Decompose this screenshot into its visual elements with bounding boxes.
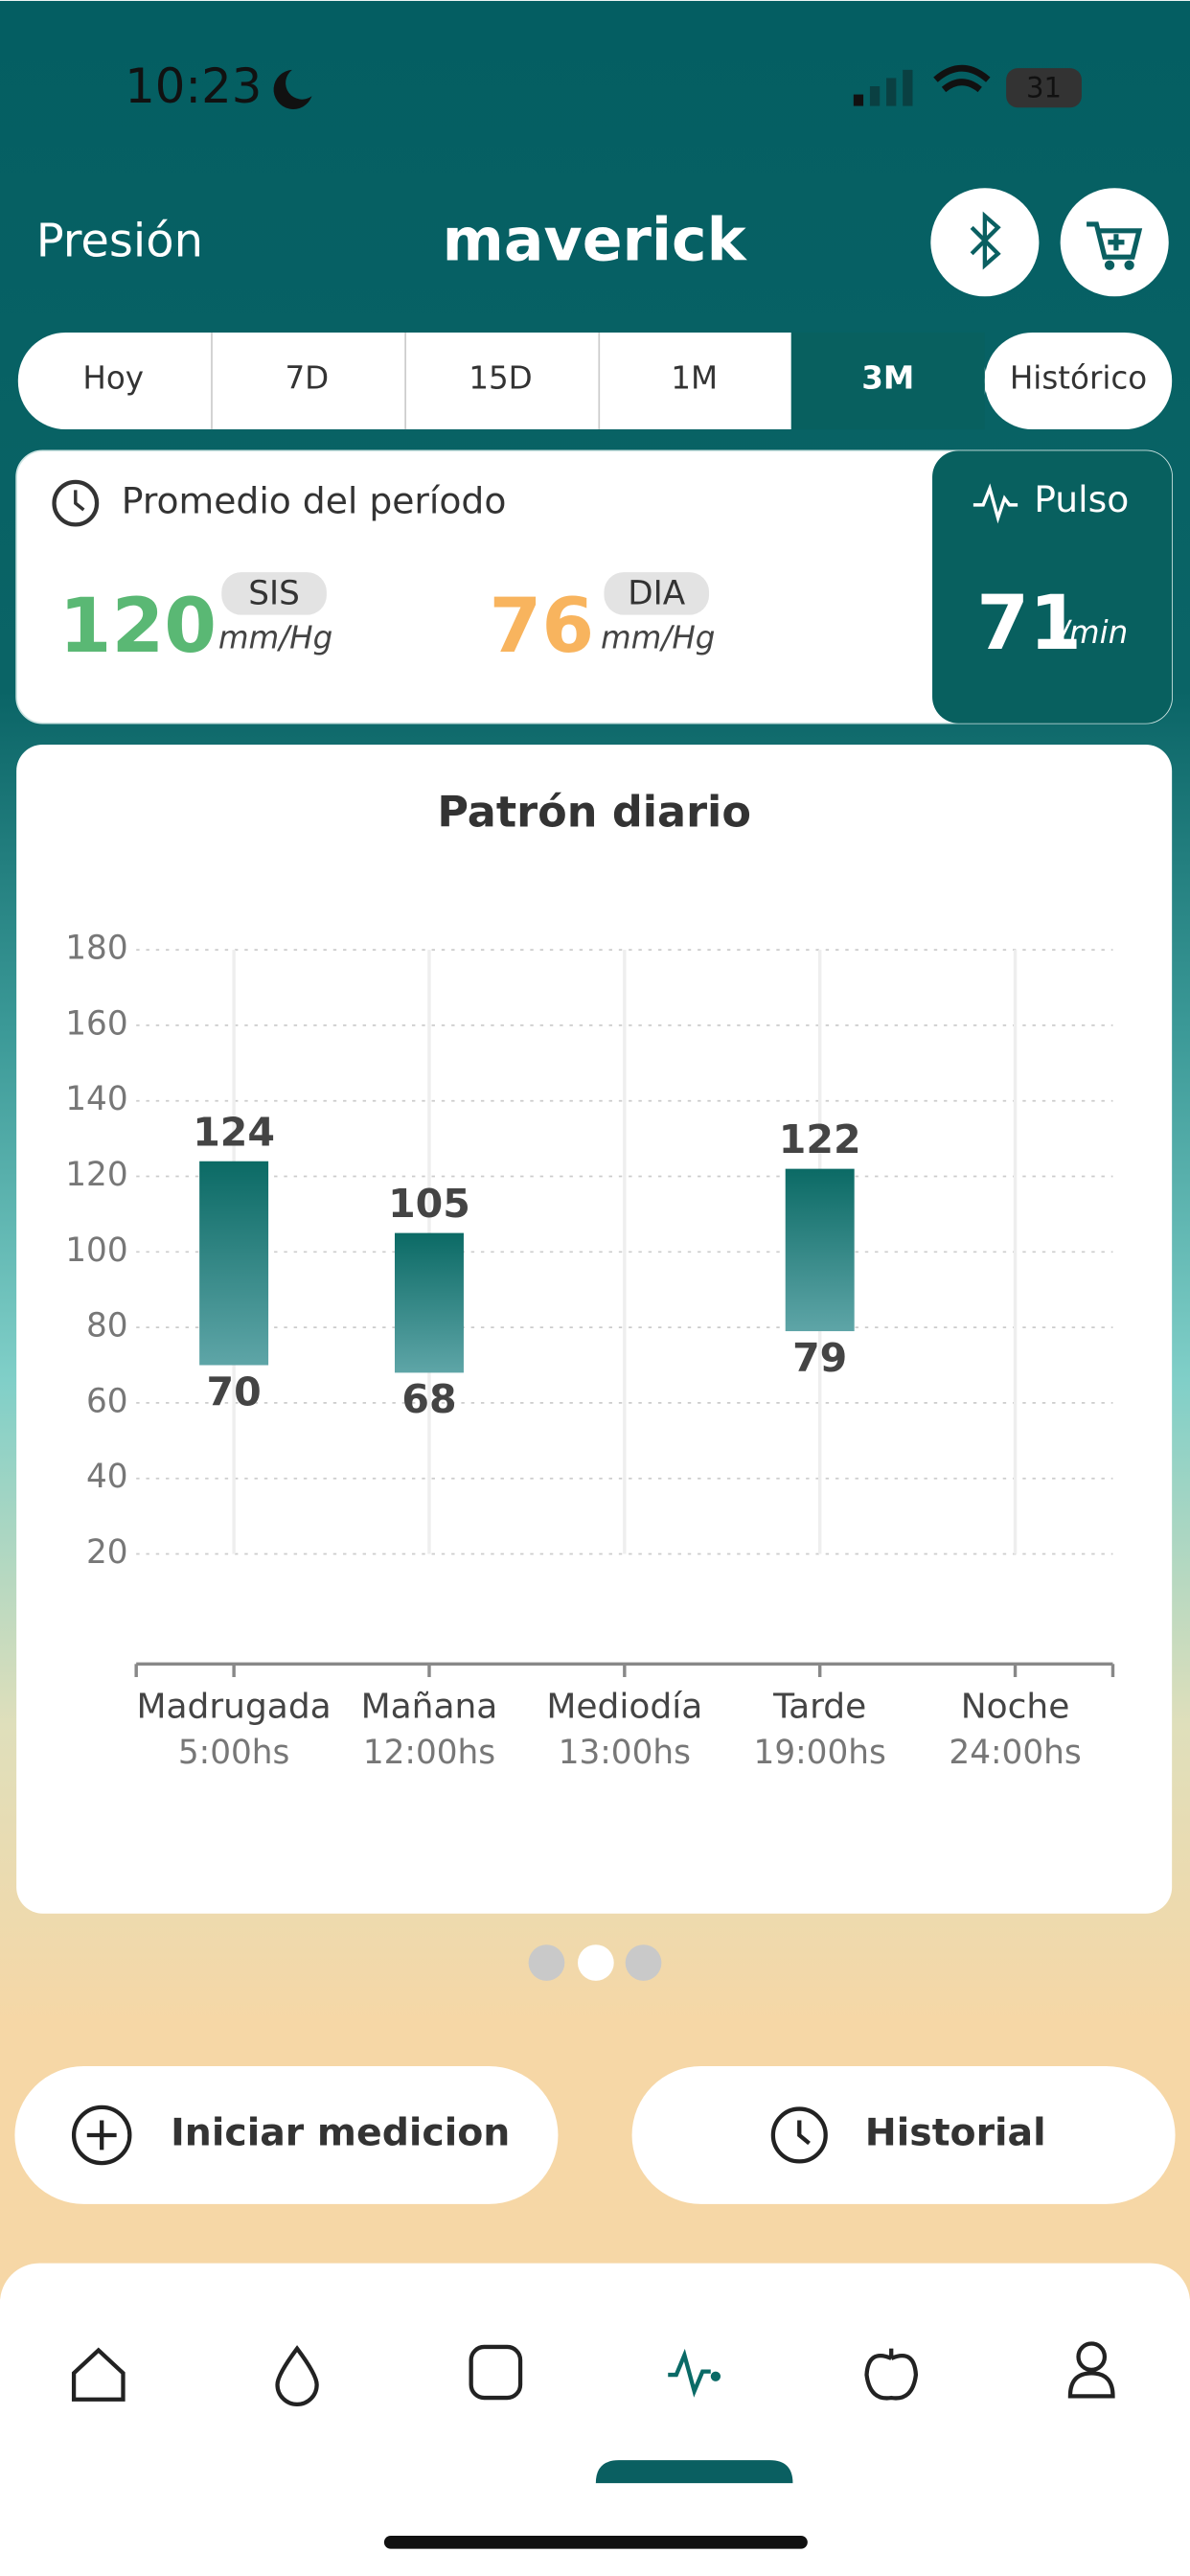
home-indicator	[383, 2535, 808, 2549]
pulse-icon	[973, 483, 1018, 524]
signal-icon	[853, 69, 913, 106]
cart-wheel	[1124, 260, 1134, 270]
page-dot[interactable]	[528, 1944, 565, 1981]
x-tick-sublabel: 19:00hs	[754, 1734, 886, 1772]
moon-icon	[273, 69, 312, 109]
clock-icon	[52, 479, 100, 527]
cart-wheel	[1104, 260, 1115, 270]
nav-drop[interactable]	[275, 2345, 319, 2407]
y-tick-label: 160	[65, 1004, 127, 1043]
cart-icon	[1087, 221, 1143, 260]
tab-label[interactable]: 15D	[469, 360, 532, 397]
nav-home[interactable]	[71, 2347, 126, 2402]
nav-indicator	[595, 2460, 793, 2484]
tab-label[interactable]: Histórico	[1010, 360, 1147, 397]
status-time: 10:23	[125, 58, 262, 114]
wifi-icon	[933, 64, 991, 93]
diastolic-value: 76	[490, 582, 595, 670]
nav-food[interactable]	[864, 2348, 919, 2401]
x-tick-label: Tarde	[772, 1688, 866, 1727]
y-tick-label: 60	[86, 1382, 128, 1420]
bar-high-label: 124	[193, 1109, 275, 1155]
x-tick-label: Madrugada	[136, 1688, 331, 1727]
bar-low-label: 68	[401, 1376, 456, 1422]
tab-label[interactable]: Hoy	[82, 360, 144, 397]
bar	[785, 1168, 855, 1332]
y-tick-label: 120	[65, 1156, 127, 1194]
plus-sign	[86, 2120, 117, 2150]
nav-profile[interactable]	[1067, 2341, 1115, 2399]
pulse-card	[932, 450, 1173, 724]
page-dot-active[interactable]	[578, 1944, 614, 1981]
x-tick-label: Mañana	[361, 1688, 498, 1727]
page-dot[interactable]	[625, 1944, 662, 1981]
chart-title: Patrón diario	[437, 788, 751, 838]
tab-active-bg	[790, 332, 985, 430]
history-hands	[797, 2120, 811, 2146]
systolic-unit: mm/Hg	[218, 619, 332, 656]
x-tick-sublabel: 12:00hs	[363, 1734, 495, 1772]
y-tick-label: 100	[65, 1231, 127, 1270]
y-tick-label: 80	[86, 1307, 128, 1346]
plus-icon	[71, 2104, 132, 2166]
tab-last-bg	[984, 332, 1173, 430]
bar	[395, 1232, 464, 1373]
bar-high-label: 122	[779, 1116, 861, 1162]
nav-scale[interactable]	[469, 2344, 523, 2401]
y-tick-label: 180	[65, 930, 127, 968]
bluetooth-icon	[970, 211, 1001, 270]
page-title: Presión	[36, 214, 203, 267]
chart-card	[16, 744, 1173, 1914]
sis-badge	[221, 572, 327, 615]
nav-pressure[interactable]	[668, 2348, 711, 2398]
start-button-label: Iniciar medicion	[171, 2110, 510, 2154]
dia-badge	[604, 572, 710, 615]
summary-title: Promedio del período	[122, 480, 507, 522]
x-tick-sublabel: 24:00hs	[949, 1734, 1081, 1772]
tab-label[interactable]: 1M	[671, 360, 718, 397]
y-tick-label: 40	[86, 1458, 128, 1496]
bar-high-label: 105	[388, 1181, 470, 1227]
tab-label[interactable]: 3M	[861, 360, 914, 397]
tab-bar	[17, 332, 987, 430]
y-tick-label: 140	[65, 1080, 127, 1118]
x-tick-sublabel: 13:00hs	[559, 1734, 691, 1772]
battery-icon	[1006, 68, 1082, 108]
bar	[199, 1161, 269, 1366]
systolic-label: SIS	[248, 575, 300, 613]
x-tick-label: Noche	[961, 1688, 1070, 1727]
tab-label[interactable]: 7D	[285, 360, 329, 397]
history-button-label: Historial	[865, 2110, 1046, 2154]
bottom-nav	[0, 2263, 1190, 2576]
pulse-title: Pulso	[1034, 478, 1129, 520]
systolic-value: 120	[59, 582, 217, 670]
history-icon	[770, 2106, 828, 2164]
y-tick-label: 20	[86, 1533, 128, 1572]
history-button[interactable]	[631, 2066, 1176, 2204]
pulse-value: 71	[976, 579, 1082, 667]
bar-low-label: 70	[207, 1368, 262, 1414]
x-tick-sublabel: 5:00hs	[178, 1734, 289, 1772]
x-tick-label: Mediodía	[546, 1688, 702, 1727]
pulse-unit: /min	[1056, 614, 1128, 651]
clock-hands	[74, 490, 85, 512]
diastolic-label: DIA	[628, 575, 685, 613]
start-button[interactable]	[14, 2066, 559, 2204]
battery-level: 31	[1026, 71, 1062, 104]
diastolic-unit: mm/Hg	[601, 619, 715, 656]
nav-pressure-dot	[710, 2371, 721, 2381]
brand-logo: maverick	[443, 206, 748, 275]
bar-low-label: 79	[792, 1335, 847, 1381]
